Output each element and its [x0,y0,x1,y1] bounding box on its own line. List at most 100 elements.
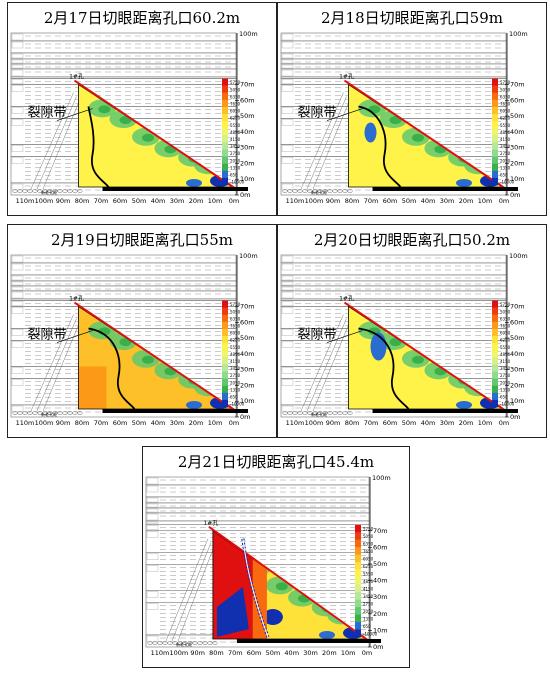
depth-tick-label: 40m [240,350,255,358]
depth-tick-label: 100m [239,30,258,38]
stratum-label-box [11,379,24,386]
gravel-mark [307,411,313,415]
x-tick-label: 60m [383,197,398,205]
legend-swatch [222,128,228,136]
stratum-label-box [11,119,24,126]
gravel-mark [72,411,78,415]
stratum-label-box [11,145,24,152]
gravel-mark [322,411,328,415]
stratum-label-box [146,503,159,508]
depth-tick-label: 10m [240,397,255,405]
stratum-label-box [281,263,294,271]
legend-value: 5050 [230,87,241,92]
legend-swatch [222,78,228,86]
stratum-layer [10,68,237,78]
stress-core [389,338,402,347]
gravel-mark [52,411,58,415]
borehole-line [343,79,507,190]
legend-value: 4150 [500,137,511,142]
stratum-label-box [11,281,24,286]
stress-core [389,116,402,125]
gravel-mark [162,641,168,645]
legend-swatch [492,78,498,86]
legend-swatch [355,599,361,608]
gravel-mark [332,411,338,415]
x-tick-label: 30m [170,197,185,205]
old-borehole-line [30,314,74,412]
x-tick-label: 110m [16,419,35,427]
gravel-mark [337,189,343,193]
gravel-mark [187,641,193,645]
x-tick-label: 40m [284,649,299,657]
old-borehole-line [300,92,344,190]
gravel-mark [27,411,33,415]
gravel-mark [152,641,158,645]
legend-swatch [355,629,361,638]
legend-value: 5050 [363,534,374,539]
stratum-label-box [281,367,294,374]
stratum-label-box [11,157,24,164]
legend-value: 6950 [230,109,241,114]
low-stress-zone [186,179,202,187]
gravel-mark [207,641,213,645]
legend-swatch [222,149,228,157]
fracture-label-leader [326,330,363,343]
legend-value: 1350 [230,387,241,392]
x-tick-label: 80m [209,649,224,657]
stratum-label-box [281,107,294,114]
legend-value: 7650 [230,323,241,328]
gravel-mark [172,641,178,645]
legend-value: -10000 [500,402,515,407]
legend-swatch [492,170,498,179]
hole-label: 1#孔 [339,295,354,303]
stratum-label-box [11,79,24,84]
stratum-layer [10,285,237,292]
x-tick-label: 90m [56,419,71,427]
x-tick-label: 20m [189,197,204,205]
depth-tick-label: 20m [510,159,525,167]
old-borehole-line [171,542,212,642]
stratum-label-box [281,79,294,84]
legend-value: 5050 [500,309,511,314]
stratum-layer [280,84,507,107]
gravel-mark [322,189,328,193]
legend-swatch [222,378,228,387]
stress-core [141,355,154,364]
stratum-label-box [146,521,159,524]
legend-value: 4850 [500,352,511,357]
legend-swatch [492,392,498,401]
borehole-line [73,79,237,190]
gravel-mark [42,189,48,193]
gravel-mark [27,189,33,193]
gravel-mark [327,189,333,193]
x-tick-label: 50m [132,419,147,427]
stratum-label-box [146,485,159,493]
stratum-layer [145,507,370,514]
stratum-layer [10,254,237,264]
x-tick-label: 80m [345,197,360,205]
legend-value: 5050 [500,87,511,92]
x-tick-label: 70m [364,197,379,205]
stratum-label-box [281,119,294,126]
fracture-zone-label: 裂隙带 [27,106,66,121]
legend-swatch [222,336,228,344]
depth-tick-label: 50m [510,334,525,342]
old-borehole-line [165,538,209,642]
x-tick-label: 70m [94,197,109,205]
gravel-mark [37,189,43,193]
borehole-line [208,525,370,642]
legend-swatch [492,135,498,143]
x-tick-label: 20m [459,197,474,205]
panel-p1: 2月17日切眼距离孔口60.2m 裂隙带 1#孔 110m 100m 90m 80m 70m 6… [7,2,277,216]
panel-p4: 2月20日切眼距离孔口50.2m 裂隙带 1#孔 110m 100m 90m 80m 70m 6… [277,224,547,438]
legend-swatch [222,385,228,394]
gravel-mark [342,189,348,193]
legend-value: 6250 [230,116,241,121]
legend-swatch [222,170,228,179]
gravel-mark [72,189,78,193]
depth-tick-label: 70m [510,81,525,89]
stratum-layer [280,40,507,54]
legend-swatch [222,343,228,351]
stratum-label-box [281,183,294,191]
